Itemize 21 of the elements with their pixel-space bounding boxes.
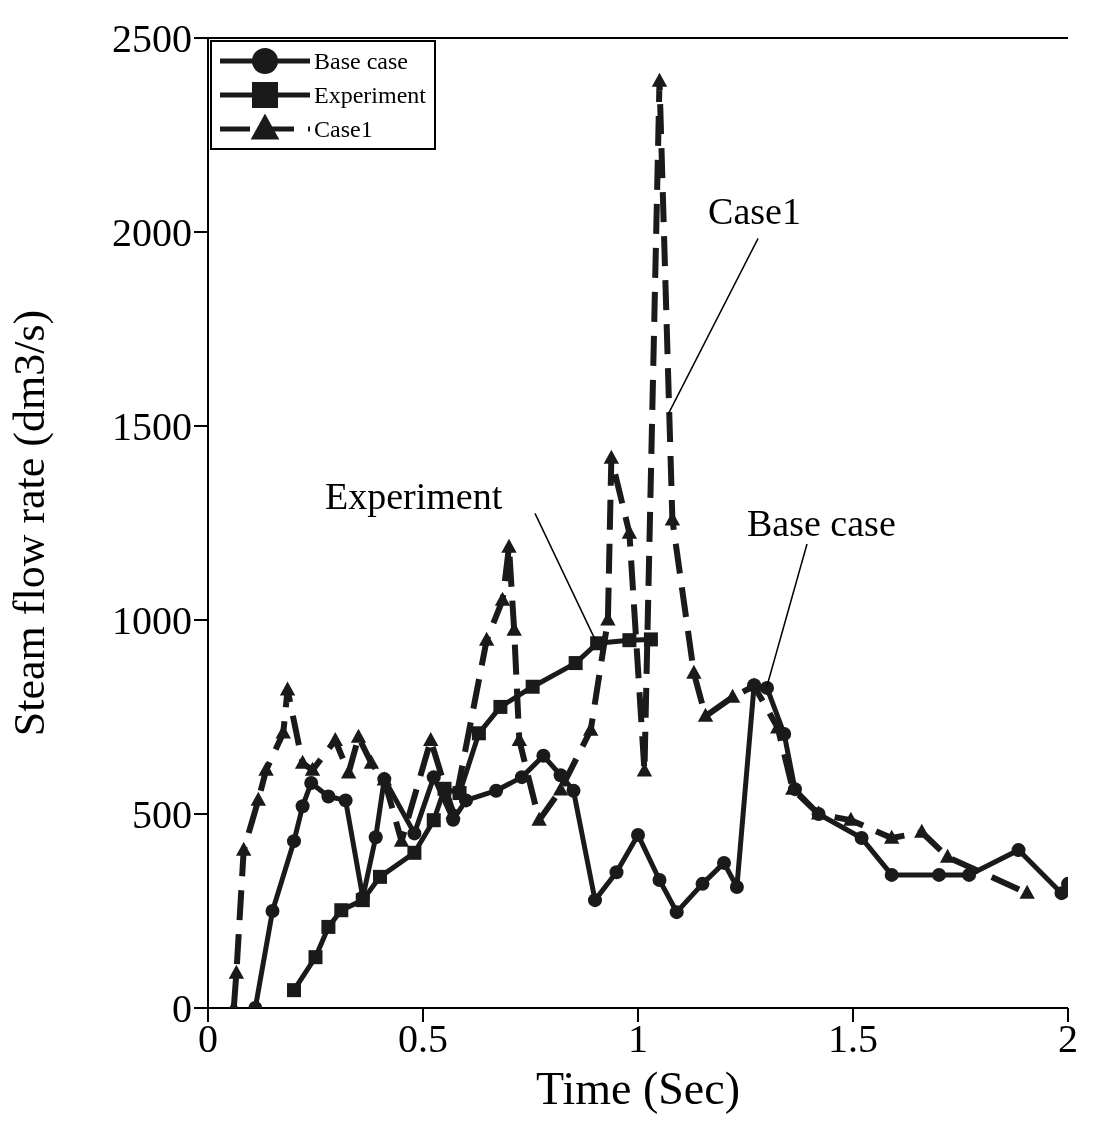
legend-label: Case1: [314, 115, 373, 143]
annotation: Base case: [747, 501, 896, 544]
callout: Base case: [747, 501, 896, 687]
x-tick-label: 1.5: [828, 1016, 878, 1062]
legend-label: Experiment: [314, 81, 426, 109]
y-tick-label: 0: [172, 986, 192, 1032]
annotation: Case1: [708, 190, 801, 233]
annotation: Experiment: [325, 475, 503, 518]
y-tick-label: 2000: [112, 210, 192, 256]
legend-label: Base case: [314, 47, 408, 75]
x-tick-label: 2: [1058, 1016, 1078, 1062]
y-tick-label: 1500: [112, 404, 192, 450]
x-tick-label: 1: [628, 1016, 648, 1062]
y-tick-label: 500: [132, 792, 192, 838]
y-tick-label: 2500: [112, 16, 192, 62]
callout: Case1: [667, 190, 801, 416]
x-tick-label: 0.5: [398, 1016, 448, 1062]
callout: Experiment: [325, 475, 596, 641]
x-axis-title: Time (Sec): [535, 1063, 741, 1114]
y-axis-title: Steam flow rate (dm3/s): [4, 309, 54, 737]
y-tick-label: 1000: [112, 598, 192, 644]
